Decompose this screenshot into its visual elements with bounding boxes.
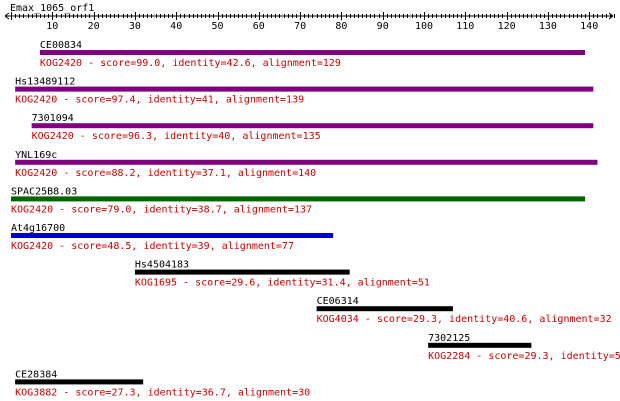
axis-tick-label: 130 (539, 21, 557, 32)
axis-tick-label: 10 (46, 21, 58, 32)
axis-tick-label: 30 (129, 21, 141, 32)
hit-row: CE28384 KOG3882 - score=27.3, identity=36… (15, 369, 310, 398)
hit-name: CE06314 (317, 296, 359, 307)
axis-tick-label: 140 (580, 21, 598, 32)
hit-row: Hs13489112 KOG2420 - score=97.4, identity… (15, 77, 594, 106)
axis-tick-label: 60 (253, 21, 265, 32)
hit-list: CE00834 KOG2420 - score=99.0, identity=42… (11, 40, 620, 398)
hit-name: 7302125 (428, 333, 470, 344)
axis-tick-label: 90 (377, 21, 389, 32)
hit-row: YNL169c KOG2420 - score=88.2, identity=37… (15, 150, 598, 179)
hit-description: KOG2420 - score=99.0, identity=42.6, ali… (40, 58, 341, 69)
hit-name: Hs13489112 (15, 77, 75, 88)
hit-description: KOG2420 - score=97.4, identity=41, align… (15, 95, 304, 106)
hit-name: At4g16700 (11, 223, 65, 234)
axis-tick-label: 50 (211, 21, 223, 32)
hit-alignment-bar (11, 233, 334, 238)
hit-alignment-bar (428, 342, 532, 348)
axis-tick-label: 80 (335, 21, 347, 32)
hit-alignment-bar (11, 196, 586, 202)
hit-description: KOG2420 - score=79.0, identity=38.7, ali… (11, 204, 312, 215)
hit-row: CE06314 KOG4034 - score=29.3, identity=40… (316, 296, 612, 325)
hit-description: KOG2284 - score=29.3, identity=52 (428, 351, 620, 362)
query-name: Emax_1065_orf1 (10, 3, 94, 14)
hit-row: 7301094 KOG2420 - score=96.3, identity=40… (31, 113, 594, 142)
axis-tick-label: 20 (88, 21, 100, 32)
hit-description: KOG4034 - score=29.3, identity=40.6, ali… (317, 314, 612, 325)
hit-alignment-bar (134, 269, 350, 275)
hit-description: KOG3882 - score=27.3, identity=36.7, ali… (15, 387, 310, 398)
hit-alignment-bar (316, 306, 453, 312)
axis-tick-label: 110 (456, 21, 474, 32)
hit-alignment-bar (31, 123, 594, 129)
hit-row: Hs4504183 KOG1695 - score=29.6, identity=… (134, 260, 430, 289)
hit-row: At4g16700 KOG2420 - score=48.5, identity=… (11, 223, 334, 252)
hit-row: 7302125 KOG2284 - score=29.3, identity=52 (428, 333, 620, 362)
hit-description: KOG2420 - score=88.2, identity=37.1, ali… (15, 168, 316, 179)
hit-description: KOG1695 - score=29.6, identity=31.4, ali… (135, 278, 430, 289)
sequence-axis: 10 20 30 40 50 60 70 80 90 100 110 120 130 140 (4, 12, 615, 32)
hit-description: KOG2420 - score=96.3, identity=40, align… (32, 131, 321, 142)
hit-alignment-bar (15, 86, 594, 92)
hit-description: KOG2420 - score=48.5, identity=39, align… (11, 241, 294, 252)
hit-alignment-bar (15, 379, 144, 385)
hit-name: 7301094 (32, 113, 74, 124)
axis-arrow-left (4, 12, 10, 20)
hit-alignment-bar (39, 50, 586, 55)
axis-tick-label: 120 (498, 21, 516, 32)
hit-name: SPAC25B8.03 (11, 186, 77, 197)
hit-name: CE00834 (40, 40, 82, 51)
axis-tick-label: 70 (294, 21, 306, 32)
hit-alignment-bar (15, 159, 598, 165)
axis-tick-label: 40 (170, 21, 182, 32)
axis-tick-label: 100 (415, 21, 433, 32)
hit-row: SPAC25B8.03 KOG2420 - score=79.0, identit… (11, 186, 586, 215)
hit-name: YNL169c (15, 150, 57, 161)
hit-name: Hs4504183 (135, 260, 189, 271)
hit-row: CE00834 KOG2420 - score=99.0, identity=42… (39, 40, 586, 69)
hit-name: CE28384 (15, 369, 57, 380)
